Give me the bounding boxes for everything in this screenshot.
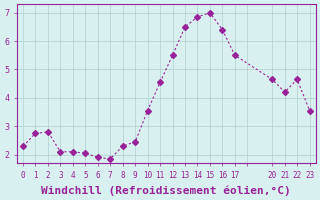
X-axis label: Windchill (Refroidissement éolien,°C): Windchill (Refroidissement éolien,°C) <box>42 185 291 196</box>
